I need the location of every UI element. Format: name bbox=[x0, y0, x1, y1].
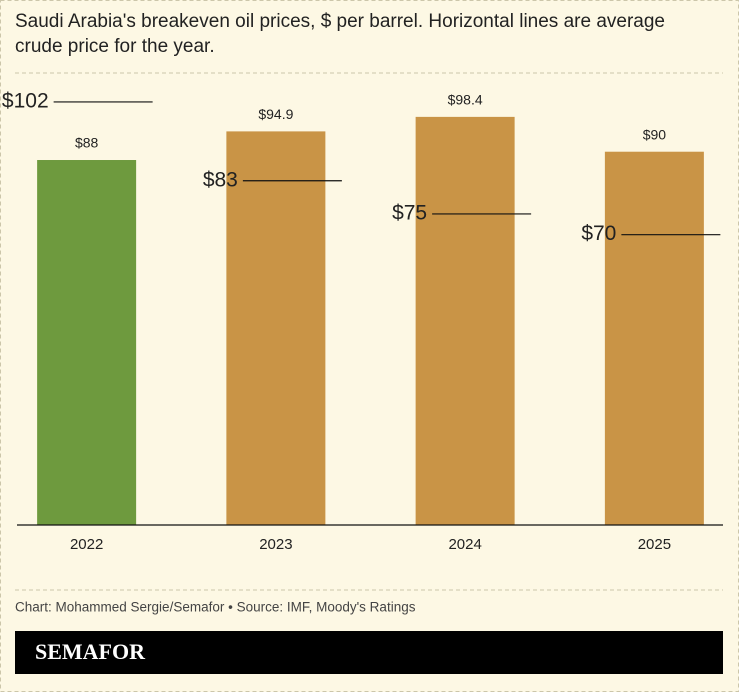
bar bbox=[37, 160, 137, 525]
x-tick-label: 2022 bbox=[70, 536, 103, 553]
chart-title: crude price for the year. bbox=[15, 36, 215, 57]
average-label: $102 bbox=[2, 89, 49, 112]
x-tick-label: 2025 bbox=[638, 536, 671, 553]
value-label: $98.4 bbox=[448, 92, 483, 108]
bar bbox=[604, 151, 704, 525]
x-tick-label: 2024 bbox=[448, 536, 481, 553]
brand: SEMAFOR bbox=[35, 639, 146, 664]
bar bbox=[415, 116, 515, 526]
brand-bar bbox=[15, 631, 723, 674]
average-label: $75 bbox=[392, 201, 427, 224]
x-tick-label: 2023 bbox=[259, 536, 292, 553]
average-label: $83 bbox=[203, 168, 238, 191]
chart-title: Saudi Arabia's breakeven oil prices, $ p… bbox=[15, 11, 665, 32]
value-label: $94.9 bbox=[258, 106, 293, 122]
value-label: $88 bbox=[75, 135, 99, 151]
source: Chart: Mohammed Sergie/Semafor • Source:… bbox=[15, 600, 416, 615]
value-label: $90 bbox=[643, 126, 667, 142]
bar bbox=[226, 131, 326, 526]
average-label: $70 bbox=[581, 222, 616, 245]
